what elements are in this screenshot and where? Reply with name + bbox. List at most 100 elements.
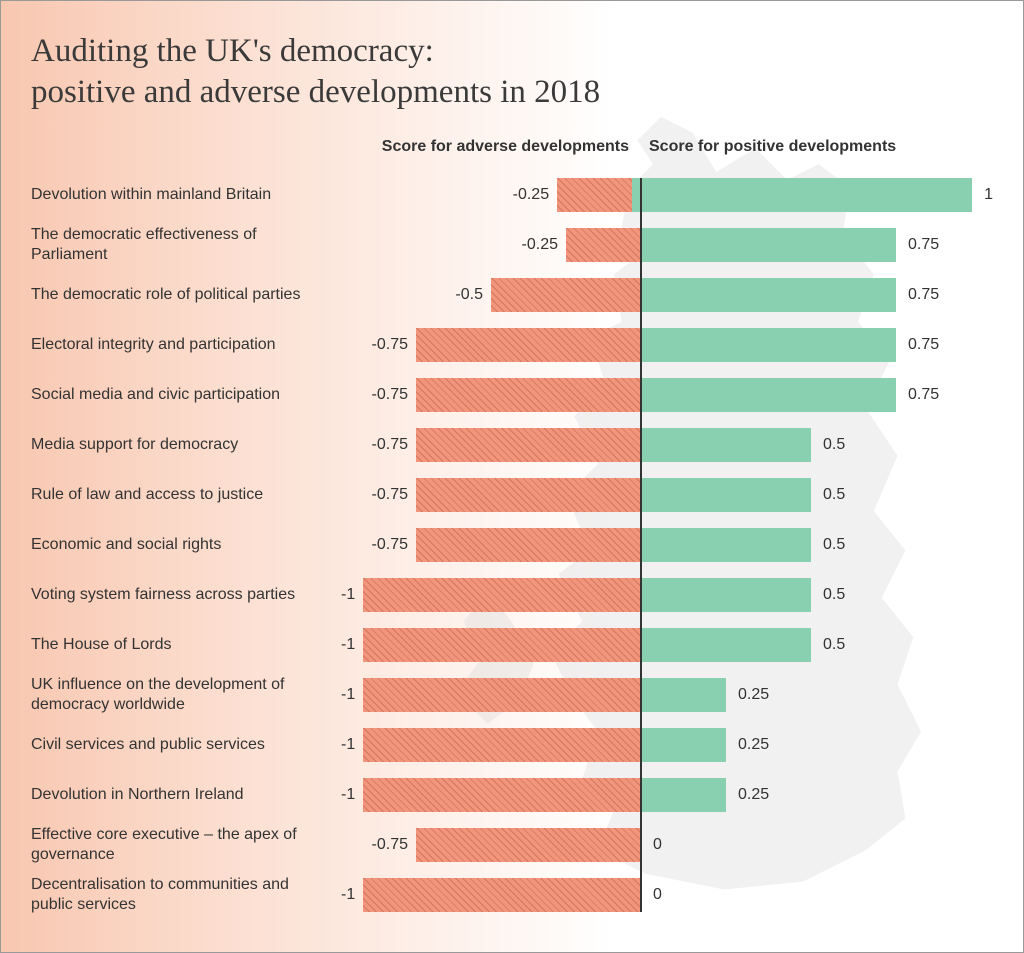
negative-bar: [416, 378, 641, 412]
row-bars: -0.75 0.5: [341, 528, 993, 562]
row-label: Rule of law and access to justice: [31, 485, 341, 504]
negative-area: -0.75: [341, 828, 641, 862]
row-label: Devolution in Northern Ireland: [31, 785, 341, 804]
positive-bar: [641, 528, 811, 562]
row-label: Decentralisation to communities and publ…: [31, 875, 341, 913]
negative-value-label: -0.5: [455, 286, 483, 304]
row-bars: -0.75 0.75: [341, 378, 993, 412]
positive-area: 0.75: [641, 328, 993, 362]
positive-bar: [641, 778, 726, 812]
negative-value-label: -0.75: [372, 336, 408, 354]
negative-bar: [363, 778, 641, 812]
negative-bar: [557, 178, 632, 212]
table-row: Media support for democracy -0.75 0.5: [31, 420, 993, 470]
table-row: The democratic effectiveness of Parliame…: [31, 220, 993, 270]
row-label: The House of Lords: [31, 635, 341, 654]
positive-bar: [641, 228, 896, 262]
negative-value-label: -1: [341, 786, 355, 804]
positive-area: 0.25: [641, 728, 993, 762]
negative-value-label: -1: [341, 886, 355, 904]
row-label: Social media and civic participation: [31, 385, 341, 404]
positive-area: 0: [641, 828, 993, 862]
table-row: Civil services and public services-1 0.25: [31, 720, 993, 770]
row-label: Devolution within mainland Britain: [31, 185, 332, 204]
negative-bar: [416, 528, 641, 562]
negative-area: -0.25: [332, 178, 632, 212]
row-bars: -0.5 0.75: [341, 278, 993, 312]
negative-area: -0.75: [341, 478, 641, 512]
negative-area: -1: [341, 728, 641, 762]
table-row: Social media and civic participation-0.7…: [31, 370, 993, 420]
center-axis-line: [640, 178, 642, 912]
row-label: Effective core executive – the apex of g…: [31, 825, 341, 863]
positive-area: 0.75: [641, 378, 993, 412]
negative-value-label: -0.75: [372, 536, 408, 554]
negative-value-label: -0.75: [372, 386, 408, 404]
axis-labels: Score for adverse developments Score for…: [31, 138, 993, 156]
table-row: Electoral integrity and participation -0.…: [31, 320, 993, 370]
axis-label-positive: Score for positive developments: [639, 138, 993, 156]
negative-area: -1: [341, 628, 641, 662]
positive-value-label: 0.5: [823, 486, 845, 504]
positive-bar: [641, 678, 726, 712]
row-label: Electoral integrity and participation: [31, 335, 341, 354]
positive-bar: [641, 478, 811, 512]
row-label: The democratic role of political parties: [31, 285, 341, 304]
table-row: UK influence on the development of democ…: [31, 670, 993, 720]
negative-area: -1: [341, 578, 641, 612]
table-row: Effective core executive – the apex of g…: [31, 820, 993, 870]
row-bars: -0.25 1: [332, 178, 993, 212]
negative-value-label: -0.75: [372, 436, 408, 454]
positive-value-label: 1: [984, 186, 993, 204]
negative-area: -1: [341, 878, 641, 912]
positive-value-label: 0.25: [738, 786, 769, 804]
row-bars: -0.75 0.5: [341, 478, 993, 512]
table-row: Economic and social rights-0.750.5: [31, 520, 993, 570]
row-label: Media support for democracy: [31, 435, 341, 454]
negative-bar: [416, 428, 641, 462]
positive-area: 0.5: [641, 578, 993, 612]
negative-area: -1: [341, 778, 641, 812]
positive-value-label: 0.75: [908, 336, 939, 354]
positive-bar: [632, 178, 972, 212]
positive-value-label: 0.5: [823, 586, 845, 604]
row-bars: -0.25 0.75: [341, 228, 993, 262]
positive-value-label: 0.75: [908, 386, 939, 404]
table-row: Devolution within mainland Britain-0.25 1: [31, 170, 993, 220]
negative-bar: [363, 578, 641, 612]
positive-area: 0.5: [641, 428, 993, 462]
row-label: UK influence on the development of democ…: [31, 675, 341, 713]
negative-bar: [491, 278, 641, 312]
positive-value-label: 0.25: [738, 686, 769, 704]
table-row: Decentralisation to communities and publ…: [31, 870, 993, 920]
positive-value-label: 0.5: [823, 636, 845, 654]
negative-area: -1: [341, 678, 641, 712]
positive-value-label: 0.75: [908, 236, 939, 254]
row-bars: -0.75 0: [341, 828, 993, 862]
positive-value-label: 0: [653, 836, 662, 854]
positive-area: 0.25: [641, 778, 993, 812]
negative-area: -0.75: [341, 328, 641, 362]
negative-value-label: -1: [341, 686, 355, 704]
positive-bar: [641, 378, 896, 412]
negative-value-label: -0.25: [522, 236, 558, 254]
positive-area: 1: [632, 178, 993, 212]
row-label: Civil services and public services: [31, 735, 341, 754]
negative-bar: [566, 228, 641, 262]
negative-value-label: -1: [341, 636, 355, 654]
negative-value-label: -1: [341, 736, 355, 754]
positive-bar: [641, 328, 896, 362]
positive-bar: [641, 428, 811, 462]
positive-bar: [641, 278, 896, 312]
positive-area: 0: [641, 878, 993, 912]
positive-value-label: 0.75: [908, 286, 939, 304]
negative-area: -0.75: [341, 528, 641, 562]
row-bars: -1 0.5: [341, 628, 993, 662]
table-row: The House of Lords-1 0.5: [31, 620, 993, 670]
negative-bar: [416, 328, 641, 362]
row-bars: -1 0.25: [341, 728, 993, 762]
positive-value-label: 0.5: [823, 436, 845, 454]
row-bars: -1 0.25: [341, 778, 993, 812]
positive-area: 0.5: [641, 528, 993, 562]
negative-bar: [416, 828, 641, 862]
